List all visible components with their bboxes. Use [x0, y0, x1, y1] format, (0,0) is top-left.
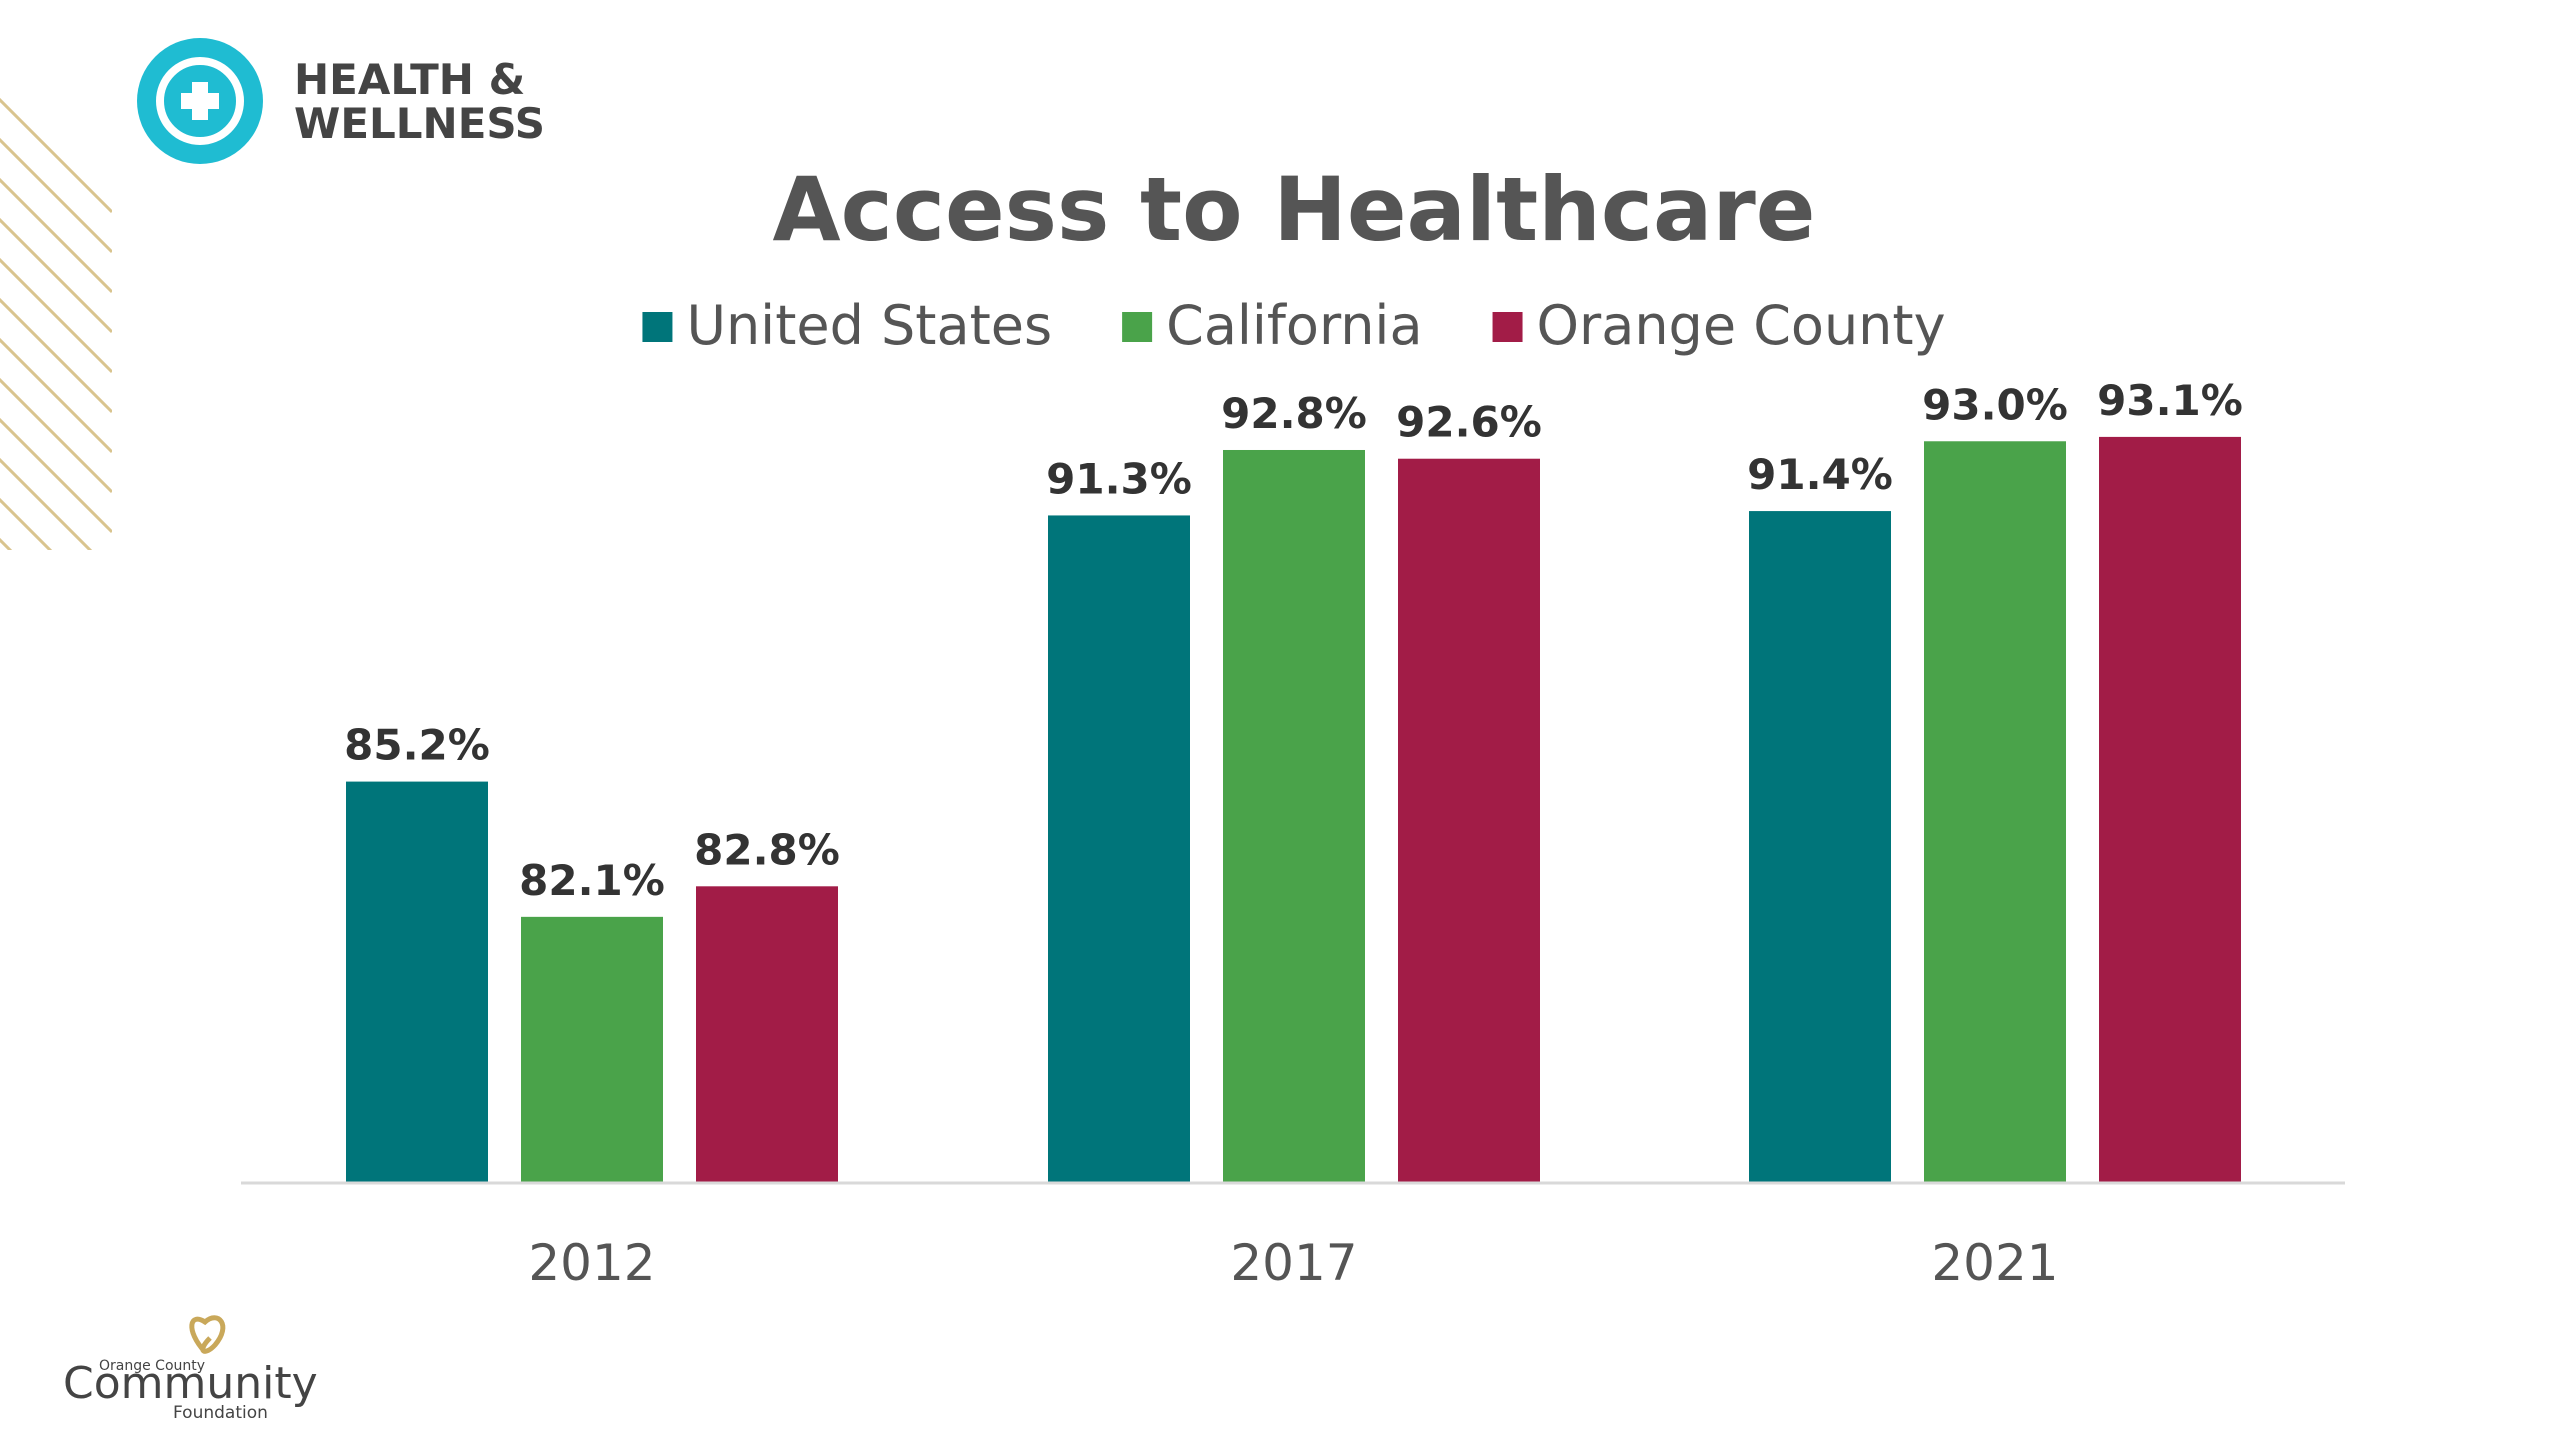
- value-label: 85.2%: [344, 721, 490, 770]
- legend-swatch: [642, 312, 673, 342]
- bar: [1048, 515, 1190, 1183]
- section-title: WELLNESS: [294, 99, 545, 148]
- x-tick-label: 2021: [1931, 1234, 2058, 1292]
- x-tick-label: 2017: [1230, 1234, 1357, 1292]
- value-label: 92.8%: [1221, 389, 1367, 438]
- bar: [1398, 458, 1540, 1183]
- org-logo: Orange County Community Foundation: [63, 1315, 318, 1423]
- x-tick-label: 2012: [528, 1234, 655, 1292]
- logo-mark: [189, 1315, 226, 1354]
- bar: [1223, 449, 1365, 1183]
- bar: [2099, 436, 2241, 1183]
- bar: [346, 781, 488, 1183]
- bar: [1749, 511, 1891, 1183]
- value-label: 91.4%: [1747, 450, 1893, 499]
- legend-label: United States: [686, 294, 1052, 357]
- bar: [521, 916, 663, 1183]
- value-label: 91.3%: [1046, 454, 1192, 503]
- legend-swatch: [1492, 312, 1523, 342]
- value-label: 82.1%: [519, 856, 665, 905]
- legend-swatch: [1122, 312, 1153, 342]
- value-label: 82.8%: [694, 825, 840, 874]
- chart-title: Access to Healthcare: [773, 158, 1816, 261]
- org-small: Orange County: [99, 1358, 205, 1374]
- legend-label: California: [1166, 294, 1422, 357]
- section-title: HEALTH &: [294, 55, 525, 104]
- org-name: Community: [63, 1358, 318, 1409]
- section-icon: [137, 38, 263, 164]
- bar: [696, 886, 838, 1183]
- value-label: 92.6%: [1396, 398, 1542, 447]
- bar: [1924, 441, 2066, 1183]
- value-label: 93.1%: [2097, 376, 2243, 425]
- decor-stripes: [0, 0, 112, 550]
- legend-label: Orange County: [1537, 294, 1946, 357]
- value-label: 93.0%: [1922, 380, 2068, 429]
- org-sub: Foundation: [173, 1403, 268, 1423]
